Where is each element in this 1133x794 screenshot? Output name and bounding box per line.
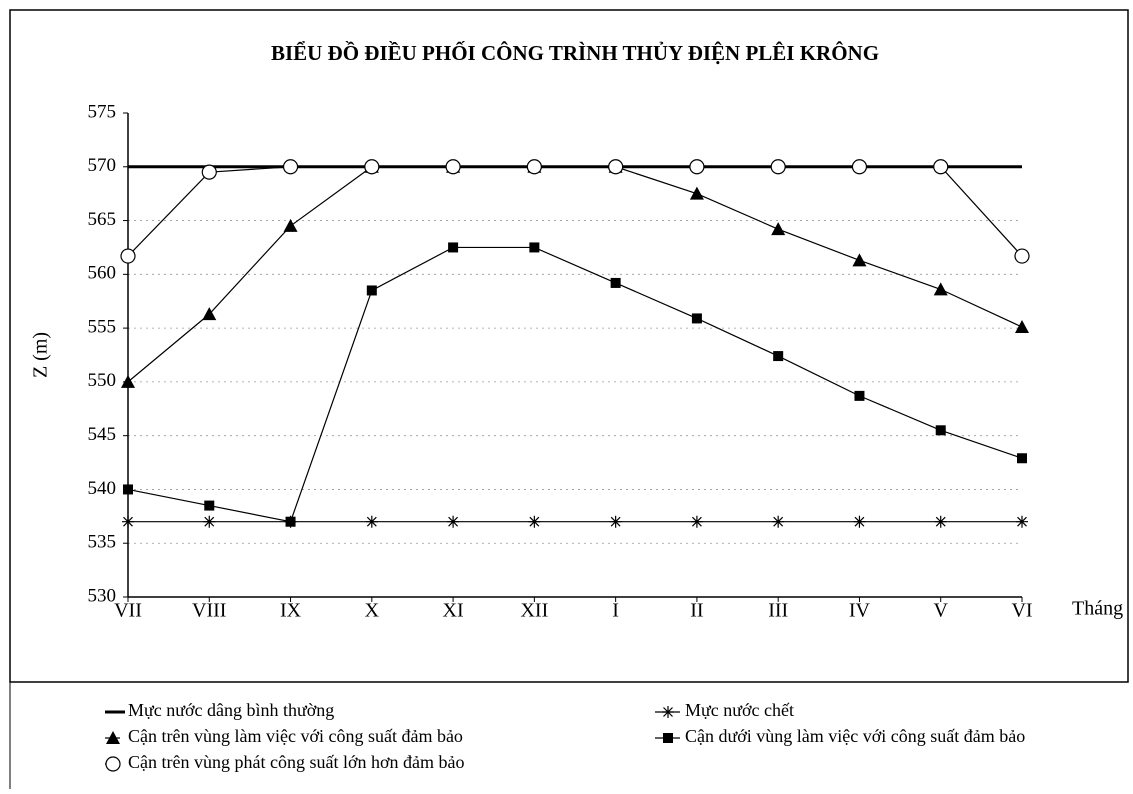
marker (933, 159, 949, 175)
marker (770, 159, 786, 175)
marker (204, 500, 215, 511)
marker (772, 515, 785, 528)
chart-title: BIỂU ĐỒ ĐIỀU PHỐI CÔNG TRÌNH THỦY ĐIỆN P… (271, 41, 879, 65)
chart-frame (9, 9, 1129, 683)
x-tick-label: VII (114, 600, 142, 622)
marker (854, 390, 865, 401)
x-axis-label: Tháng (1072, 598, 1123, 620)
marker (121, 374, 135, 388)
marker (366, 285, 377, 296)
marker (663, 733, 673, 743)
y-tick-label: 570 (88, 155, 117, 176)
marker (526, 159, 542, 175)
marker (853, 515, 866, 528)
legend-label: Mực nước chết (685, 700, 794, 720)
marker (123, 484, 133, 495)
marker (1014, 248, 1030, 264)
marker (608, 159, 624, 175)
y-tick-label: 565 (88, 209, 117, 230)
marker (852, 253, 867, 267)
marker (448, 242, 459, 253)
marker (122, 515, 134, 528)
marker (529, 242, 540, 253)
marker (447, 515, 460, 528)
marker (609, 515, 622, 528)
marker (364, 159, 380, 175)
x-tick-label: XI (443, 600, 464, 622)
marker (445, 159, 461, 175)
marker (285, 516, 296, 527)
marker (934, 515, 947, 528)
marker (105, 756, 121, 772)
marker (689, 186, 704, 200)
y-axis-label: Z (m) (30, 332, 52, 378)
marker (662, 706, 674, 718)
y-tick-label: 555 (88, 316, 117, 337)
x-tick-label: II (690, 600, 703, 622)
marker (935, 425, 946, 436)
x-tick-label: I (612, 600, 619, 622)
x-tick-label: VI (1011, 600, 1032, 622)
series-line (127, 166, 1023, 383)
x-tick-label: III (768, 600, 788, 622)
marker (1016, 515, 1028, 528)
x-tick-label: V (934, 600, 949, 622)
legend-label: Mực nước dâng bình thường (128, 700, 334, 720)
marker (1017, 453, 1027, 464)
legend-label: Cận trên vùng phát công suất lớn hơn đảm… (128, 752, 464, 772)
series-line (127, 166, 1023, 257)
marker (365, 515, 378, 528)
marker (201, 164, 217, 180)
legend-label: Cận dưới vùng làm việc với công suất đảm… (685, 726, 1025, 746)
marker (691, 313, 702, 324)
marker (1015, 320, 1029, 334)
marker (689, 159, 705, 175)
marker (610, 277, 621, 288)
marker (528, 515, 541, 528)
x-tick-label: XII (520, 600, 548, 622)
marker (690, 515, 703, 528)
x-tick-label: VIII (192, 600, 226, 622)
marker (282, 159, 299, 175)
x-tick-label: IV (849, 600, 871, 622)
marker (283, 218, 298, 232)
y-tick-label: 575 (88, 101, 117, 122)
marker (106, 731, 120, 744)
y-tick-label: 530 (88, 585, 117, 606)
y-tick-label: 545 (88, 424, 117, 445)
y-tick-label: 560 (88, 263, 117, 284)
legend-label: Cận trên vùng làm việc với công suất đảm… (128, 726, 463, 746)
marker (851, 159, 868, 175)
x-tick-label: X (365, 600, 380, 622)
marker (773, 351, 784, 362)
marker (120, 248, 136, 264)
y-tick-label: 540 (88, 478, 117, 499)
y-tick-label: 550 (88, 370, 117, 391)
x-tick-label: IX (280, 600, 302, 622)
series-line (127, 246, 1023, 523)
y-tick-label: 535 (88, 532, 117, 553)
marker (202, 307, 217, 321)
marker (771, 222, 786, 236)
marker (203, 515, 216, 528)
marker (933, 282, 948, 296)
